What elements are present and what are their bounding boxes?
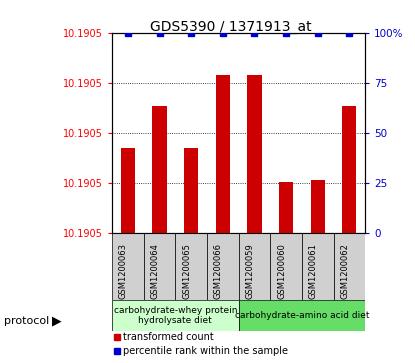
Text: GSM1200061: GSM1200061 [309, 243, 318, 299]
Bar [310, 180, 325, 233]
Text: GSM1200059: GSM1200059 [245, 243, 254, 299]
Bar [239, 300, 365, 331]
Bar [112, 300, 239, 331]
Text: ▶: ▶ [52, 315, 61, 328]
Text: percentile rank within the sample: percentile rank within the sample [123, 346, 288, 356]
Bar [184, 148, 198, 233]
Text: GDS5390 / 1371913_at: GDS5390 / 1371913_at [149, 20, 311, 34]
Bar [239, 233, 270, 300]
Bar [279, 182, 293, 233]
Bar [176, 233, 207, 300]
Bar [247, 75, 261, 233]
Bar [207, 233, 239, 300]
Text: carbohydrate-whey protein
hydrolysate diet: carbohydrate-whey protein hydrolysate di… [114, 306, 237, 325]
Bar [121, 148, 135, 233]
Text: GSM1200066: GSM1200066 [214, 243, 223, 299]
Text: carbohydrate-amino acid diet: carbohydrate-amino acid diet [234, 311, 369, 320]
Text: GSM1200060: GSM1200060 [277, 243, 286, 299]
Bar [342, 106, 356, 233]
Text: transformed count: transformed count [123, 333, 214, 342]
Bar [270, 233, 302, 300]
Bar [144, 233, 176, 300]
Text: GSM1200064: GSM1200064 [151, 243, 159, 299]
Bar [216, 75, 230, 233]
Bar [112, 233, 144, 300]
Text: GSM1200065: GSM1200065 [182, 243, 191, 299]
Bar [302, 233, 334, 300]
Bar [334, 233, 365, 300]
Bar [152, 106, 167, 233]
Text: protocol: protocol [4, 316, 49, 326]
Text: GSM1200062: GSM1200062 [340, 243, 349, 299]
Text: GSM1200063: GSM1200063 [119, 243, 128, 299]
